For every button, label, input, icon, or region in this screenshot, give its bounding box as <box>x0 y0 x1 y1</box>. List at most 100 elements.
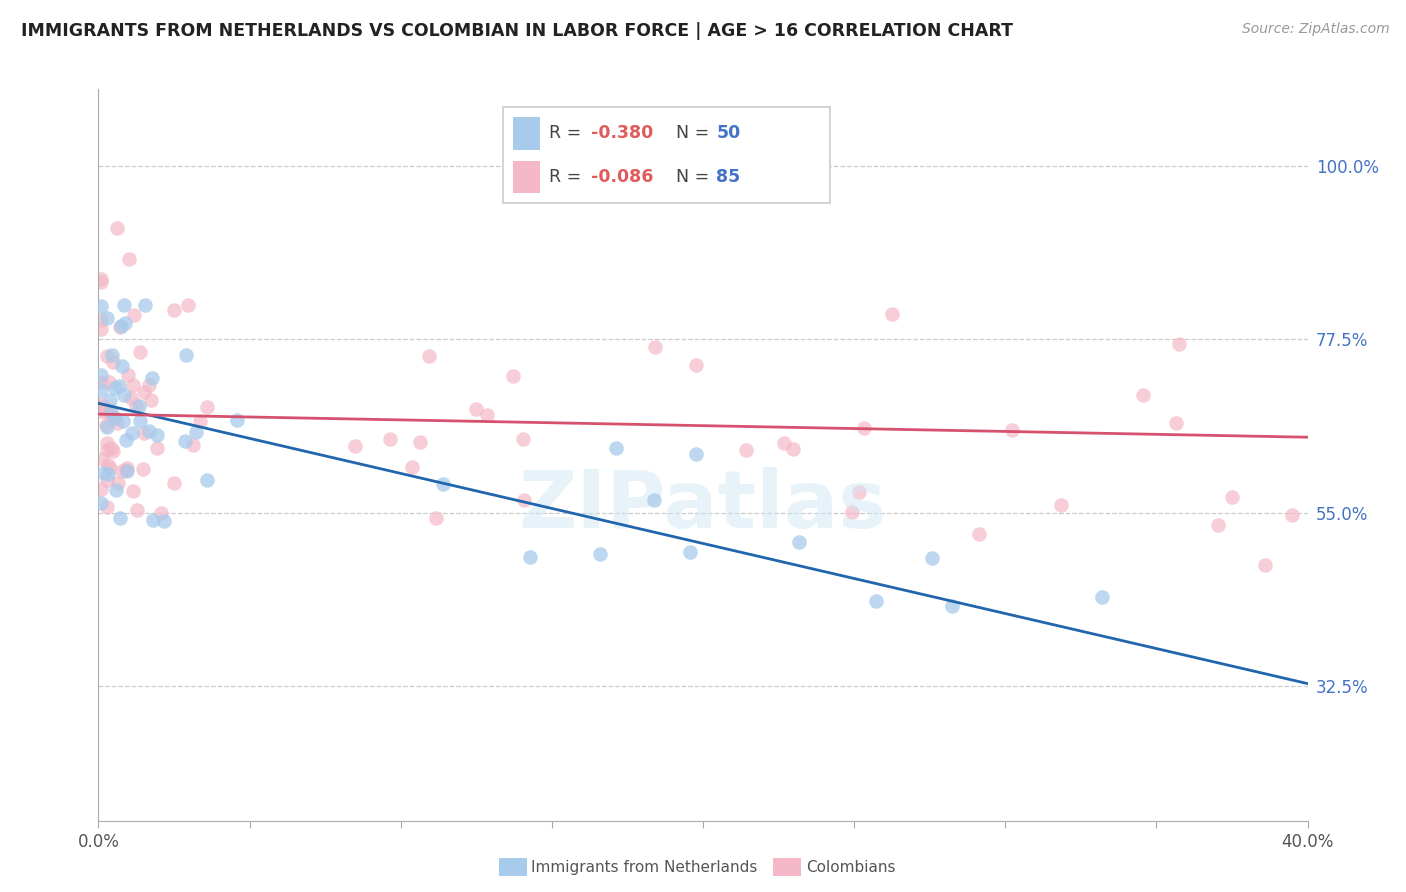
Point <box>90 397 112 411</box>
Point <box>96 473 118 487</box>
Point <box>512 432 534 446</box>
Point <box>132 425 155 440</box>
Point <box>128 400 150 414</box>
Point <box>605 442 627 456</box>
Point <box>96 442 118 457</box>
Point <box>138 425 160 439</box>
Point <box>1281 508 1303 523</box>
Point <box>1132 388 1154 402</box>
Point <box>880 307 903 321</box>
Point <box>1254 558 1277 572</box>
Point <box>90 376 112 390</box>
Text: 85: 85 <box>716 168 741 186</box>
Point <box>114 316 136 330</box>
Point <box>425 511 447 525</box>
Point <box>174 434 197 448</box>
Point <box>100 405 122 419</box>
Point <box>1166 416 1188 430</box>
Point <box>127 502 149 516</box>
Point <box>101 444 124 458</box>
Text: -0.086: -0.086 <box>591 168 652 186</box>
Point <box>378 432 401 446</box>
Point <box>90 275 112 289</box>
Point <box>1050 498 1073 512</box>
Point <box>98 375 121 389</box>
Point <box>93 466 115 480</box>
Point <box>153 514 176 528</box>
Point <box>110 511 132 525</box>
Point <box>90 384 112 398</box>
Point <box>150 507 173 521</box>
Point <box>111 464 134 478</box>
Point <box>195 473 218 487</box>
Point <box>146 428 169 442</box>
Point <box>941 599 963 613</box>
Point <box>107 476 129 491</box>
Point <box>132 461 155 475</box>
Point <box>409 434 432 449</box>
Point <box>163 475 186 490</box>
Point <box>139 392 162 407</box>
Point <box>643 493 665 508</box>
Point <box>589 547 612 561</box>
Point <box>104 381 127 395</box>
Text: R =: R = <box>550 168 588 186</box>
Point <box>519 549 541 564</box>
Text: N =: N = <box>676 168 716 186</box>
Point <box>225 413 247 427</box>
Point <box>105 416 128 430</box>
Point <box>90 451 112 466</box>
Point <box>112 298 135 312</box>
Text: -0.380: -0.380 <box>591 124 652 142</box>
Point <box>679 545 702 559</box>
Point <box>401 460 423 475</box>
Point <box>108 319 131 334</box>
Point <box>101 412 124 426</box>
Bar <box>513 161 540 194</box>
Point <box>967 527 990 541</box>
Point <box>644 340 666 354</box>
Point <box>163 302 186 317</box>
Point <box>96 500 118 514</box>
Point <box>97 458 120 473</box>
Point <box>865 594 887 608</box>
Text: Immigrants from Netherlands: Immigrants from Netherlands <box>531 860 758 874</box>
Point <box>121 484 143 499</box>
Bar <box>513 117 540 150</box>
Text: 50: 50 <box>716 124 741 142</box>
Point <box>117 464 139 478</box>
Point <box>146 441 169 455</box>
Point <box>98 393 121 408</box>
Point <box>1167 336 1189 351</box>
Point <box>142 513 165 527</box>
Point <box>111 414 134 428</box>
Point <box>98 461 121 475</box>
Point <box>90 322 112 336</box>
Point <box>122 377 145 392</box>
FancyBboxPatch shape <box>503 108 830 202</box>
Point <box>90 482 112 496</box>
Point <box>90 272 112 286</box>
Point <box>96 419 118 434</box>
Point <box>177 298 200 312</box>
Point <box>128 413 150 427</box>
Point <box>475 408 498 422</box>
Point <box>90 496 112 510</box>
Point <box>100 441 122 455</box>
Point <box>787 534 810 549</box>
Point <box>117 368 139 382</box>
Point <box>685 359 707 373</box>
Point <box>190 414 212 428</box>
Point <box>134 298 156 312</box>
Point <box>98 403 121 417</box>
Point <box>1000 423 1022 437</box>
Point <box>1091 590 1114 604</box>
Point <box>141 371 163 385</box>
Point <box>104 483 127 498</box>
Point <box>96 349 118 363</box>
Point <box>97 467 120 482</box>
Text: N =: N = <box>676 124 716 142</box>
Point <box>91 399 114 413</box>
Point <box>96 405 118 419</box>
Point <box>90 401 112 415</box>
